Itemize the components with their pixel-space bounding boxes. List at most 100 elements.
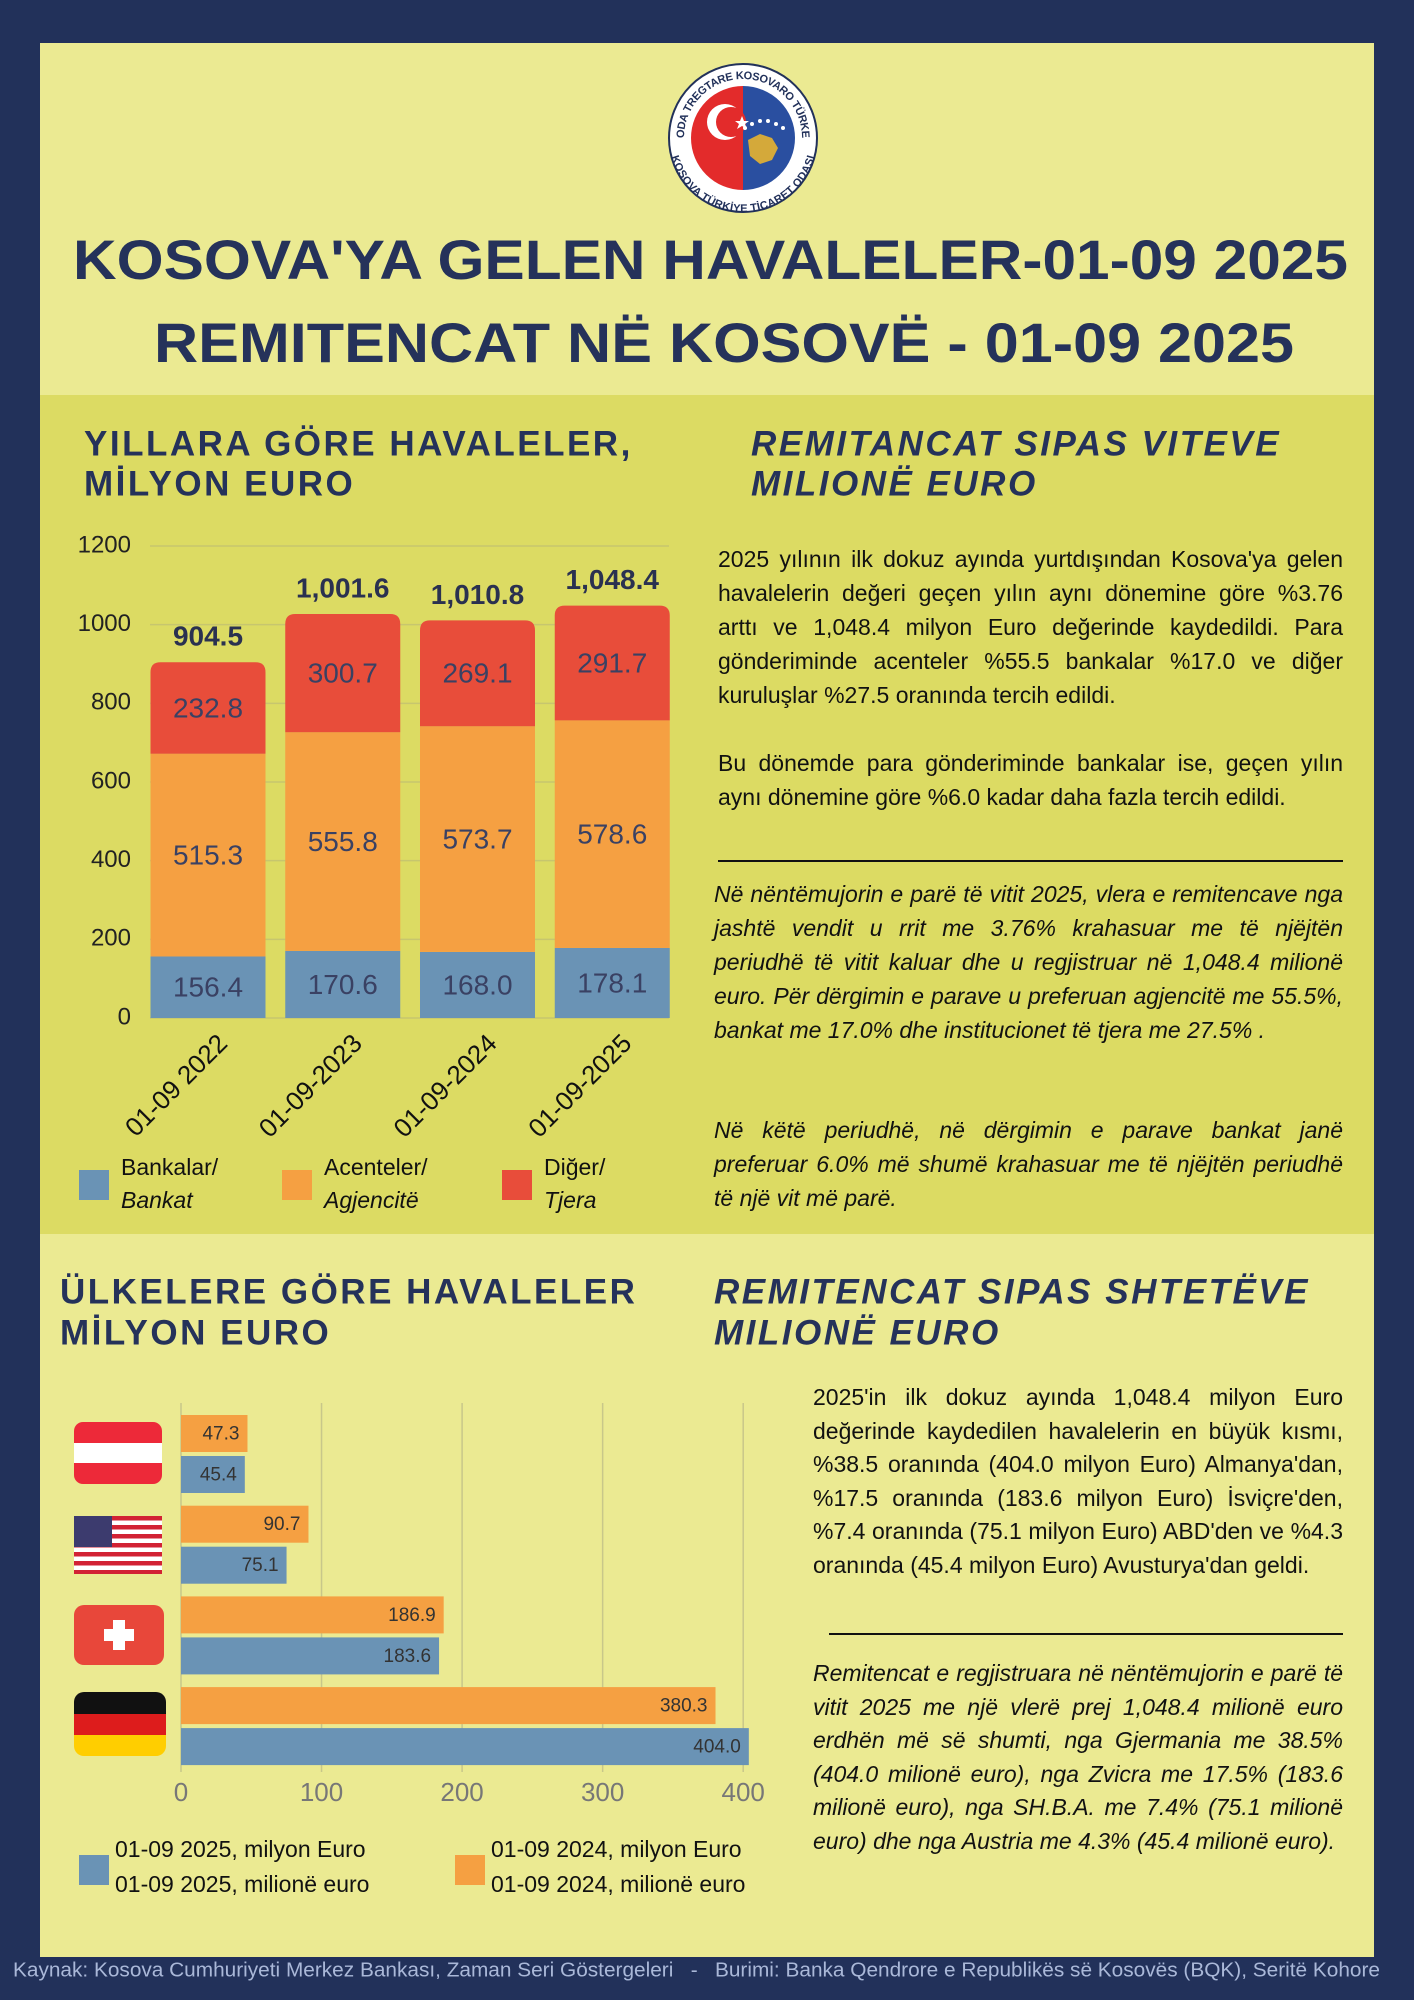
section-heading: YILLARA GÖRE HAVALELER, <box>84 424 633 463</box>
paragraph: Në nëntëmujorin e parë të vitit 2025, vl… <box>714 881 1343 1043</box>
bar <box>181 1505 309 1543</box>
total-label: 1,048.4 <box>566 564 660 595</box>
value-label: 90.7 <box>263 1514 300 1535</box>
value-label: 45.4 <box>200 1465 237 1486</box>
y-tick-label: 1000 <box>78 610 131 637</box>
total-label: 1,001.6 <box>296 572 389 603</box>
y-tick-label: 400 <box>91 846 131 873</box>
section-heading: MİLYON EURO <box>84 464 355 503</box>
x-tick-label: 400 <box>722 1777 765 1807</box>
value-label: 183.6 <box>384 1646 432 1667</box>
section-heading-alt: MILIONË EURO <box>751 464 1038 503</box>
legend-swatch <box>282 1170 312 1200</box>
paragraph: 2025 yılının ilk dokuz ayında yurtdışınd… <box>718 546 1343 708</box>
legend-label: 01-09 2025, milionë euro <box>115 1871 369 1897</box>
section-heading-alt: MILIONË EURO <box>714 1313 1001 1352</box>
value-label: 555.8 <box>308 826 378 857</box>
section-heading: ÜLKELERE GÖRE HAVALELER <box>60 1272 637 1311</box>
star <box>735 116 749 129</box>
legend-label: Bankalar/ <box>121 1154 219 1180</box>
bar-segment <box>150 753 266 957</box>
flag-germany <box>74 1692 166 1756</box>
legend-swatch <box>79 1170 109 1200</box>
bar <box>181 1415 248 1452</box>
bar-segment <box>554 720 670 948</box>
title: KOSOVA'YA GELEN HAVALELER-01-09 2025 <box>73 228 1348 291</box>
value-label: 47.3 <box>202 1424 239 1445</box>
value-label: 75.1 <box>242 1555 279 1576</box>
value-label: 300.7 <box>308 658 378 689</box>
legend-label: Tjera <box>544 1187 596 1213</box>
bar-segment <box>150 956 266 1018</box>
stars <box>743 119 785 130</box>
bar-segment <box>420 726 535 952</box>
paragraph: Bu dönemde para gönderiminde bankalar is… <box>718 750 1343 810</box>
bar <box>181 1687 716 1725</box>
footer: Kaynak: Kosova Cumhuriyeti Merkez Bankas… <box>13 1959 1380 1981</box>
bar <box>181 1596 444 1634</box>
legend-label: 01-09 2024, milionë euro <box>491 1871 745 1897</box>
paragraph: Remitencat e regjistruara në nëntëmujori… <box>813 1660 1343 1854</box>
legend-label: 01-09 2025, milyon Euro <box>115 1836 366 1862</box>
x-tick-label: 200 <box>440 1777 483 1807</box>
value-label: 404.0 <box>693 1737 741 1758</box>
bar <box>181 1456 245 1493</box>
bar-segment <box>150 662 266 754</box>
section-heading-alt: REMITENCAT SIPAS SHTETËVE <box>714 1272 1310 1311</box>
flag-switzerland <box>74 1605 164 1665</box>
paragraph: Në këtë periudhë, në dërgimin e parave b… <box>714 1117 1343 1211</box>
value-label: 170.6 <box>308 969 378 1000</box>
legend-label: Bankat <box>121 1187 194 1213</box>
bar-segment <box>420 951 535 1018</box>
divider <box>718 860 1343 862</box>
y-tick-label: 200 <box>91 925 131 952</box>
value-label: 578.6 <box>577 819 647 850</box>
legend-label: Diğer/ <box>544 1154 606 1180</box>
legend-label: 01-09 2024, milyon Euro <box>491 1836 742 1862</box>
legend-swatch <box>502 1170 532 1200</box>
paragraph: 2025'in ilk dokuz ayında 1,048.4 milyon … <box>813 1384 1343 1578</box>
bar <box>181 1728 749 1766</box>
value-label: 515.3 <box>173 840 243 871</box>
total-label: 1,010.8 <box>431 579 524 610</box>
total-label: 904.5 <box>173 621 243 652</box>
value-label: 178.1 <box>577 967 647 998</box>
value-label: 269.1 <box>442 658 512 689</box>
x-tick-label: 300 <box>581 1777 624 1807</box>
y-tick-label: 0 <box>118 1003 131 1030</box>
value-label: 291.7 <box>577 647 647 678</box>
bar-segment <box>554 947 670 1018</box>
legend-label: Acenteler/ <box>324 1154 428 1180</box>
legend-label: Agjencitë <box>322 1187 419 1213</box>
bar-segment <box>285 614 401 733</box>
section-heading: MİLYON EURO <box>60 1313 331 1352</box>
value-label: 380.3 <box>660 1696 708 1717</box>
divider <box>829 1633 1343 1635</box>
bar-segment <box>420 620 535 727</box>
legend-swatch <box>79 1855 109 1885</box>
y-tick-label: 800 <box>91 689 131 716</box>
logo: ODA TREGTARE KOSOVARO TÜRKE KOSOVA TÜRKİ… <box>668 63 818 215</box>
crescent-cut <box>716 107 746 137</box>
value-label: 156.4 <box>173 972 243 1003</box>
bar-segment <box>285 732 401 951</box>
value-label: 186.9 <box>388 1605 436 1626</box>
y-tick-label: 1200 <box>78 531 131 558</box>
value-label: 232.8 <box>173 692 243 723</box>
map <box>748 134 778 164</box>
legend-swatch <box>455 1855 485 1885</box>
bar <box>181 1546 287 1584</box>
bar-segment <box>554 605 670 721</box>
subtitle: REMITENCAT NË KOSOVË - 01-09 2025 <box>154 311 1294 374</box>
value-label: 573.7 <box>442 823 512 854</box>
x-tick-label: 0 <box>174 1777 188 1807</box>
section-heading-alt: REMITANCAT SIPAS VITEVE <box>751 424 1281 463</box>
flag-austria <box>74 1422 162 1484</box>
x-tick-label: 100 <box>300 1777 343 1807</box>
flag-usa <box>74 1516 162 1574</box>
value-label: 168.0 <box>442 969 512 1000</box>
y-tick-label: 600 <box>91 767 131 794</box>
bar <box>181 1637 440 1675</box>
